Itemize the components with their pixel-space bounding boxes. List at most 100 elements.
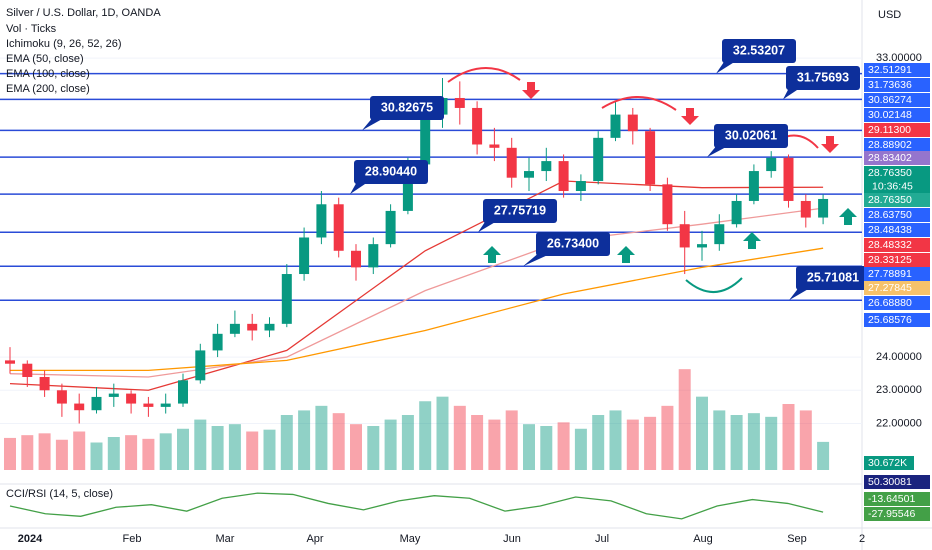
- volume-bar: [696, 396, 708, 470]
- candle-body: [91, 396, 102, 411]
- price-badge-label: 26.68880: [868, 297, 912, 309]
- candle-body: [420, 114, 431, 165]
- candle-body: [748, 171, 759, 201]
- candle-body: [593, 137, 604, 182]
- ema-line: [9, 180, 824, 391]
- candle-body: [731, 200, 742, 225]
- volume-bar: [332, 413, 345, 470]
- callout-label: 26.73400: [547, 236, 599, 250]
- volume-bar: [678, 369, 691, 470]
- osc-badge: [864, 475, 930, 489]
- volume-bar: [540, 426, 553, 470]
- price-badge: [864, 253, 930, 267]
- price-badge-label: 28.76350: [868, 167, 912, 179]
- candle-body: [368, 244, 379, 268]
- price-badge: [864, 166, 930, 180]
- candle-body: [74, 403, 85, 411]
- x-tick-label: Feb: [123, 533, 142, 545]
- price-badge-label: 28.48332: [868, 239, 912, 251]
- volume-bar: [505, 410, 518, 470]
- volume-bar: [90, 442, 103, 470]
- chart-title: Silver / U.S. Dollar, 1D, OANDA: [6, 7, 161, 19]
- oscillator-line: [9, 492, 824, 520]
- candle-body: [818, 198, 829, 218]
- candle-body: [247, 323, 258, 331]
- price-badge-label: 25.68576: [868, 314, 912, 326]
- legend-item: Ichimoku (9, 26, 52, 26): [6, 38, 122, 50]
- plot: [0, 57, 862, 520]
- candle-body: [472, 107, 483, 145]
- price-badge: [864, 296, 930, 310]
- price-badge: [864, 108, 930, 122]
- candle-body: [627, 114, 638, 132]
- callout-box: [722, 39, 796, 63]
- volume-bar: [4, 437, 16, 470]
- osc-badge-label: -13.64501: [868, 493, 915, 505]
- candle-body: [5, 360, 15, 364]
- candle-body: [766, 157, 777, 172]
- osc-badge-label: -27.95546: [868, 508, 915, 520]
- price-badge-label: 28.83402: [868, 152, 912, 164]
- overlay: 32.53207 31.75693 30.82675 30.02061 28.90440…: [350, 39, 870, 301]
- callout-label: 27.75719: [494, 203, 546, 217]
- volume-bar: [315, 405, 328, 470]
- volume-bar: [350, 424, 362, 470]
- candle-body: [541, 161, 552, 172]
- volume-bar: [159, 433, 172, 470]
- volume-bar: [38, 433, 51, 470]
- candle-body: [800, 200, 811, 218]
- callout-label: 31.75693: [797, 70, 849, 84]
- callout-box: [786, 66, 860, 90]
- x-tick-label: Mar: [216, 533, 235, 545]
- volume-badge-label: 30.672K: [868, 457, 907, 469]
- volume-bar: [817, 441, 830, 470]
- volume-bar: [488, 419, 501, 470]
- callout-box: [370, 96, 444, 120]
- candle-body: [299, 237, 310, 275]
- volume-bar: [453, 405, 466, 470]
- volume-bar: [661, 405, 674, 470]
- volume-bar: [782, 404, 795, 470]
- price-badge: [864, 63, 930, 77]
- price-badge: [864, 151, 930, 165]
- volume-bar: [21, 435, 34, 470]
- volume-bar: [523, 424, 535, 470]
- x-tick-label: Sep: [787, 533, 807, 545]
- volume-bar: [367, 426, 380, 470]
- y-tick-label: 22.00000: [876, 417, 922, 429]
- price-badge: [864, 267, 930, 281]
- volume-bar: [55, 439, 68, 470]
- price-badge-label: 28.88902: [868, 139, 912, 151]
- x-tick-label: Aug: [693, 533, 713, 545]
- volume-bar: [384, 419, 397, 470]
- countdown-badge: [864, 180, 930, 193]
- callout-label: 30.02061: [725, 128, 777, 142]
- osc-badge-label: 50.30081: [868, 476, 912, 488]
- volume-bar: [228, 424, 241, 470]
- price-badge: [864, 93, 930, 107]
- legend-item: EMA (200, close): [6, 83, 90, 95]
- volume-bar: [592, 415, 605, 470]
- callout-label: 28.90440: [365, 164, 417, 178]
- price-badge-label: 30.86274: [868, 94, 912, 106]
- callout-label: 30.82675: [381, 100, 433, 114]
- price-badge-label: 30.02148: [868, 109, 912, 121]
- candle-body: [783, 157, 794, 201]
- candle-body: [143, 403, 154, 407]
- volume-bar: [765, 416, 778, 470]
- x-tick-label: 2: [859, 533, 865, 545]
- candle-body: [662, 184, 673, 225]
- osc-badge: [864, 492, 930, 506]
- price-badge-label: 29.11300: [868, 124, 911, 136]
- ema-line: [9, 207, 824, 378]
- volume-bar: [609, 410, 622, 470]
- candle-body: [264, 323, 275, 331]
- candle-body: [575, 181, 586, 191]
- price-badge: [864, 313, 930, 327]
- price-badge-label: 28.33125: [868, 254, 912, 266]
- volume-bar: [401, 415, 414, 470]
- callout-label: 25.71081: [807, 270, 859, 284]
- candle-body: [195, 350, 206, 381]
- legend-item: EMA (50, close): [6, 53, 84, 65]
